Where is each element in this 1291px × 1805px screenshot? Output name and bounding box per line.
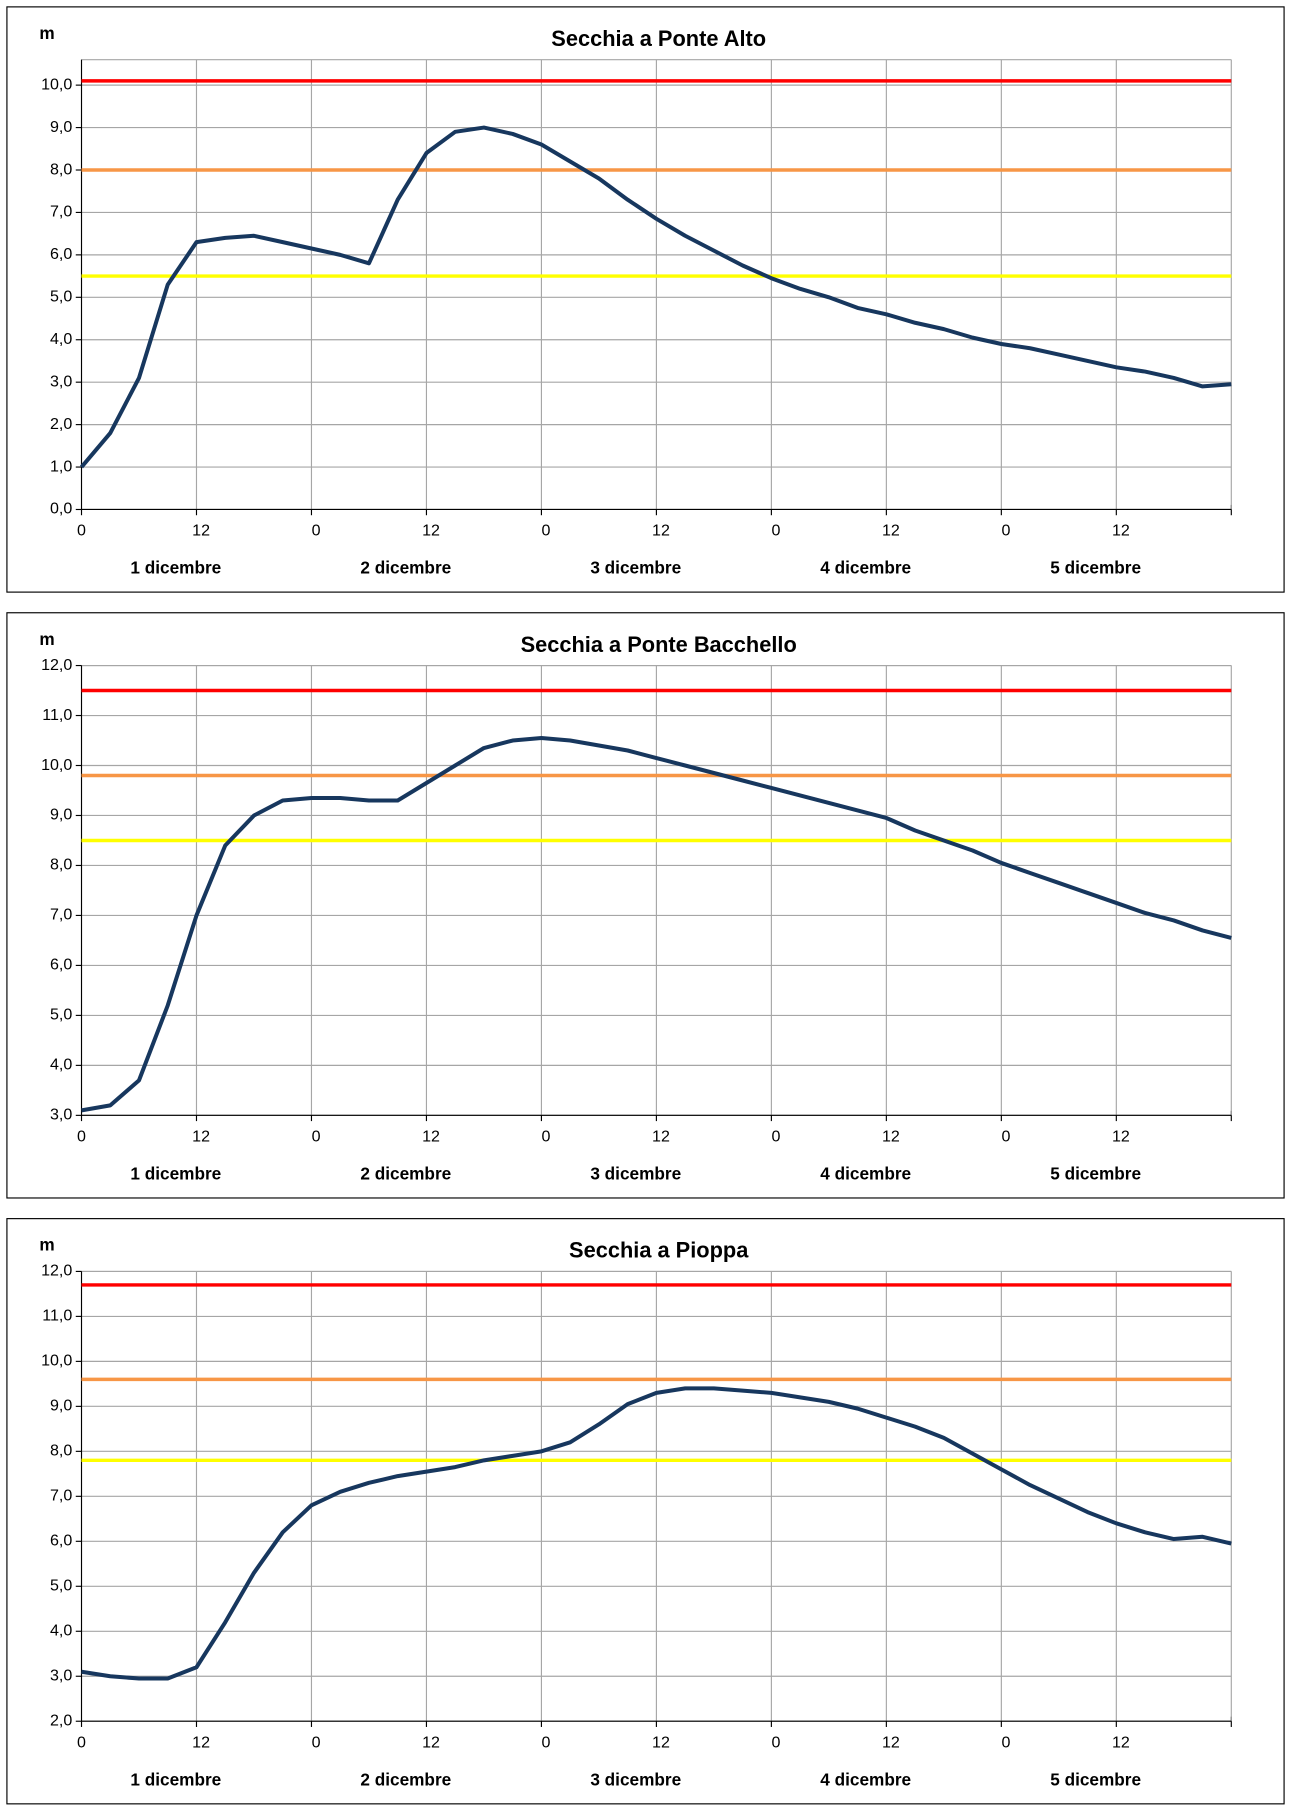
panel-frame [6, 1218, 1285, 1805]
x-tick-label: 0 [77, 522, 86, 540]
day-label: 2 dicembre [360, 1164, 451, 1184]
x-tick-label: 0 [1001, 522, 1010, 540]
x-tick-label: 0 [772, 522, 781, 540]
y-tick-label: 5,0 [50, 1006, 72, 1024]
x-tick-label: 0 [772, 1733, 781, 1751]
y-tick-label: 7,0 [50, 1487, 72, 1505]
x-tick-label: 12 [652, 1127, 670, 1145]
x-tick-label: 12 [1112, 1127, 1130, 1145]
y-tick-label: 3,0 [50, 1667, 72, 1685]
x-tick-label: 12 [1112, 522, 1130, 540]
y-tick-label: 11,0 [42, 706, 72, 724]
y-tick-label: 8,0 [50, 856, 72, 874]
day-label: 2 dicembre [360, 1769, 451, 1789]
day-label: 4 dicembre [820, 1769, 911, 1789]
y-tick-label: 8,0 [50, 1442, 72, 1460]
x-tick-label: 0 [1001, 1733, 1010, 1751]
y-tick-label: 4,0 [50, 330, 72, 348]
x-tick-label: 12 [882, 1127, 900, 1145]
x-tick-label: 12 [652, 522, 670, 540]
y-tick-label: 7,0 [50, 906, 72, 924]
x-tick-label: 12 [192, 522, 210, 540]
x-tick-label: 12 [882, 522, 900, 540]
day-label: 3 dicembre [590, 1164, 681, 1184]
day-label: 1 dicembre [130, 558, 221, 578]
y-tick-label: 7,0 [50, 203, 72, 221]
x-tick-label: 0 [312, 522, 321, 540]
level-line [79, 125, 1232, 469]
day-label: 5 dicembre [1050, 1164, 1141, 1184]
x-tick-label: 0 [77, 1733, 86, 1751]
y-tick-label: 5,0 [50, 288, 72, 306]
chart-panel: Secchia a Ponte Bacchello m 3,0 4,0 5,0 6,0 7,… [6, 612, 1285, 1199]
x-tick-label: 12 [1112, 1733, 1130, 1751]
chart-panel: Secchia a Ponte Alto m 0,0 1,0 2,0 3,0 4,0 5,0 6… [6, 6, 1285, 593]
y-tick-label: 3,0 [50, 1106, 72, 1124]
y-tick-label: 6,0 [50, 956, 72, 974]
day-label: 1 dicembre [130, 1164, 221, 1184]
x-tick-label: 12 [422, 1733, 440, 1751]
y-tick-label: 9,0 [50, 118, 72, 136]
day-label: 3 dicembre [590, 558, 681, 578]
day-label: 4 dicembre [820, 1164, 911, 1184]
y-tick-label: 0,0 [50, 500, 72, 518]
chart-title: Secchia a Ponte Bacchello [521, 632, 797, 657]
day-label: 1 dicembre [130, 1769, 221, 1789]
y-tick-label: 2,0 [50, 415, 72, 433]
y-tick-label: 9,0 [50, 1397, 72, 1415]
x-tick-label: 0 [1001, 1127, 1010, 1145]
y-axis-label: m [39, 629, 54, 649]
y-tick-label: 12,0 [41, 656, 72, 674]
day-label: 5 dicembre [1050, 558, 1141, 578]
x-tick-label: 0 [542, 1733, 551, 1751]
y-tick-label: 8,0 [50, 160, 72, 178]
y-tick-label: 4,0 [50, 1056, 72, 1074]
x-tick-label: 0 [77, 1127, 86, 1145]
day-label: 2 dicembre [360, 558, 451, 578]
y-tick-label: 4,0 [50, 1622, 72, 1640]
x-tick-label: 0 [312, 1733, 321, 1751]
chart-panel: Secchia a Pioppa m 2,0 3,0 4,0 5,0 6,0 7,0 8,0 9,… [6, 1218, 1285, 1805]
y-tick-label: 10,0 [41, 75, 72, 93]
panel-frame [6, 612, 1285, 1199]
y-tick-label: 6,0 [50, 245, 72, 263]
x-tick-label: 12 [422, 1127, 440, 1145]
x-tick-label: 12 [882, 1733, 900, 1751]
day-label: 4 dicembre [820, 558, 911, 578]
x-tick-label: 0 [542, 522, 551, 540]
x-tick-label: 12 [652, 1733, 670, 1751]
level-line [81, 1386, 1232, 1681]
day-label: 5 dicembre [1050, 1769, 1141, 1789]
y-tick-label: 11,0 [42, 1307, 72, 1325]
y-axis-label: m [39, 1235, 54, 1255]
y-tick-label: 12,0 [41, 1262, 72, 1280]
y-tick-label: 5,0 [50, 1577, 72, 1595]
y-tick-label: 2,0 [50, 1711, 72, 1729]
y-tick-label: 3,0 [50, 372, 72, 390]
y-axis-label: m [39, 23, 54, 43]
y-tick-label: 6,0 [50, 1532, 72, 1550]
x-tick-label: 0 [312, 1127, 321, 1145]
y-tick-label: 9,0 [50, 806, 72, 824]
day-label: 3 dicembre [590, 1769, 681, 1789]
x-tick-label: 0 [542, 1127, 551, 1145]
x-tick-label: 12 [422, 522, 440, 540]
level-line [81, 736, 1232, 1113]
panel-frame [6, 6, 1285, 593]
chart-title: Secchia a Ponte Alto [551, 26, 766, 51]
chart-title: Secchia a Pioppa [569, 1238, 749, 1263]
x-tick-label: 0 [772, 1127, 781, 1145]
y-tick-label: 10,0 [41, 756, 72, 774]
y-tick-label: 10,0 [41, 1352, 72, 1370]
x-tick-label: 12 [192, 1127, 210, 1145]
x-tick-label: 12 [192, 1733, 210, 1751]
y-tick-label: 1,0 [50, 457, 72, 475]
